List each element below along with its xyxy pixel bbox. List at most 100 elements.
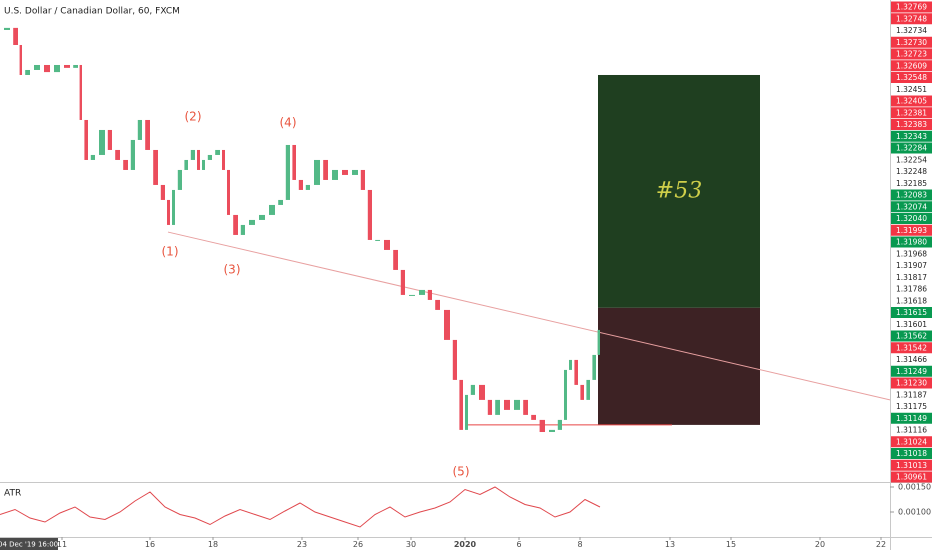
candle [314,159,320,185]
candle [64,64,70,68]
x-tick-label: 13 [665,540,675,549]
candle [292,144,296,180]
candle [227,169,230,215]
price-label-bg [891,436,932,448]
crosshair-time: 04 Dec '19 16:00 [0,541,58,549]
price-label-bg [891,471,932,483]
price-label: 1.31817 [896,273,927,282]
x-tick-label: 6 [516,540,521,549]
candle [145,119,150,150]
x-tick-label: 15 [726,540,736,549]
candle [332,169,338,180]
candle [586,379,590,400]
price-label-bg [891,166,932,177]
price-label-bg [891,342,932,354]
price-label-bg [891,295,932,307]
candle [207,154,212,160]
price-label-bg [891,307,932,318]
price-label: 1.32451 [896,85,927,94]
price-label: 1.32748 [896,14,927,23]
candle [160,184,165,200]
candle [177,169,182,190]
candle [19,44,22,75]
price-label-bg [891,260,932,271]
x-tick-label: 16 [145,540,155,549]
x-tick-label: 11 [57,540,67,549]
price-label: 1.30961 [896,473,927,482]
candle [597,329,600,355]
candle [400,269,405,295]
price-label: 1.31542 [896,343,927,352]
x-tick-label: 26 [353,540,363,549]
price-label: 1.31562 [896,332,927,341]
price-label: 1.31230 [896,379,927,388]
candle [259,214,265,220]
position-label: #53 [656,178,702,203]
price-label-bg [891,72,932,83]
candle [409,294,415,296]
price-label: 1.32083 [896,191,927,200]
price-label: 1.31786 [896,285,927,294]
wave-label: (3) [224,262,241,276]
price-label: 1.31024 [896,437,927,446]
candle [90,154,95,160]
candle [130,139,135,170]
price-label: 1.31149 [896,414,927,423]
price-label-bg [891,424,932,436]
x-tick-label: 30 [406,540,416,549]
price-label: 1.32248 [896,167,927,176]
price-label-bg [891,213,932,224]
candle [13,27,18,45]
price-label-bg [891,130,932,142]
price-label: 1.31615 [896,308,927,317]
price-label: 1.32185 [896,179,927,188]
candle [184,159,188,170]
candle [107,129,112,150]
wave-label: (4) [280,115,297,129]
wave-label: (2) [185,110,202,124]
price-label-bg [891,119,932,130]
candle [495,399,500,415]
price-label: 1.31907 [896,261,927,270]
price-label: 1.32548 [896,73,927,82]
price-label: 1.31175 [896,402,927,411]
candle [479,384,485,400]
candle [222,149,225,170]
price-label-bg [891,1,932,13]
candle [115,149,120,160]
price-label-bg [891,154,932,166]
candle [459,379,463,430]
candle [84,119,88,160]
price-label: 1.31466 [896,355,927,364]
candle [305,184,310,190]
candle [197,149,200,170]
candle [360,169,365,190]
price-label: 1.32254 [896,155,927,164]
candle [375,239,380,241]
candle [557,419,562,430]
price-label: 1.32383 [896,120,927,129]
x-tick-label: 20 [815,540,825,549]
price-label: 1.31980 [896,238,927,247]
price-label-bg [891,401,932,412]
price-label: 1.32730 [896,38,927,47]
price-label: 1.32609 [896,61,927,70]
candle [393,249,398,270]
candle [249,219,255,225]
candle [44,64,50,73]
x-tick-label: 18 [208,540,218,549]
candle [452,339,457,380]
atr-line [0,486,601,528]
price-label-bg [891,224,932,236]
price-label: 1.31249 [896,367,927,376]
candle [352,169,358,175]
price-label-bg [891,448,932,459]
candle [99,129,105,155]
crosshair-time-bg [0,538,58,550]
price-label: 1.31601 [896,320,927,329]
price-label: 1.32723 [896,50,927,59]
candle [574,359,578,385]
atr-tick-label: 0.00100 [898,508,931,517]
candle [580,384,584,400]
